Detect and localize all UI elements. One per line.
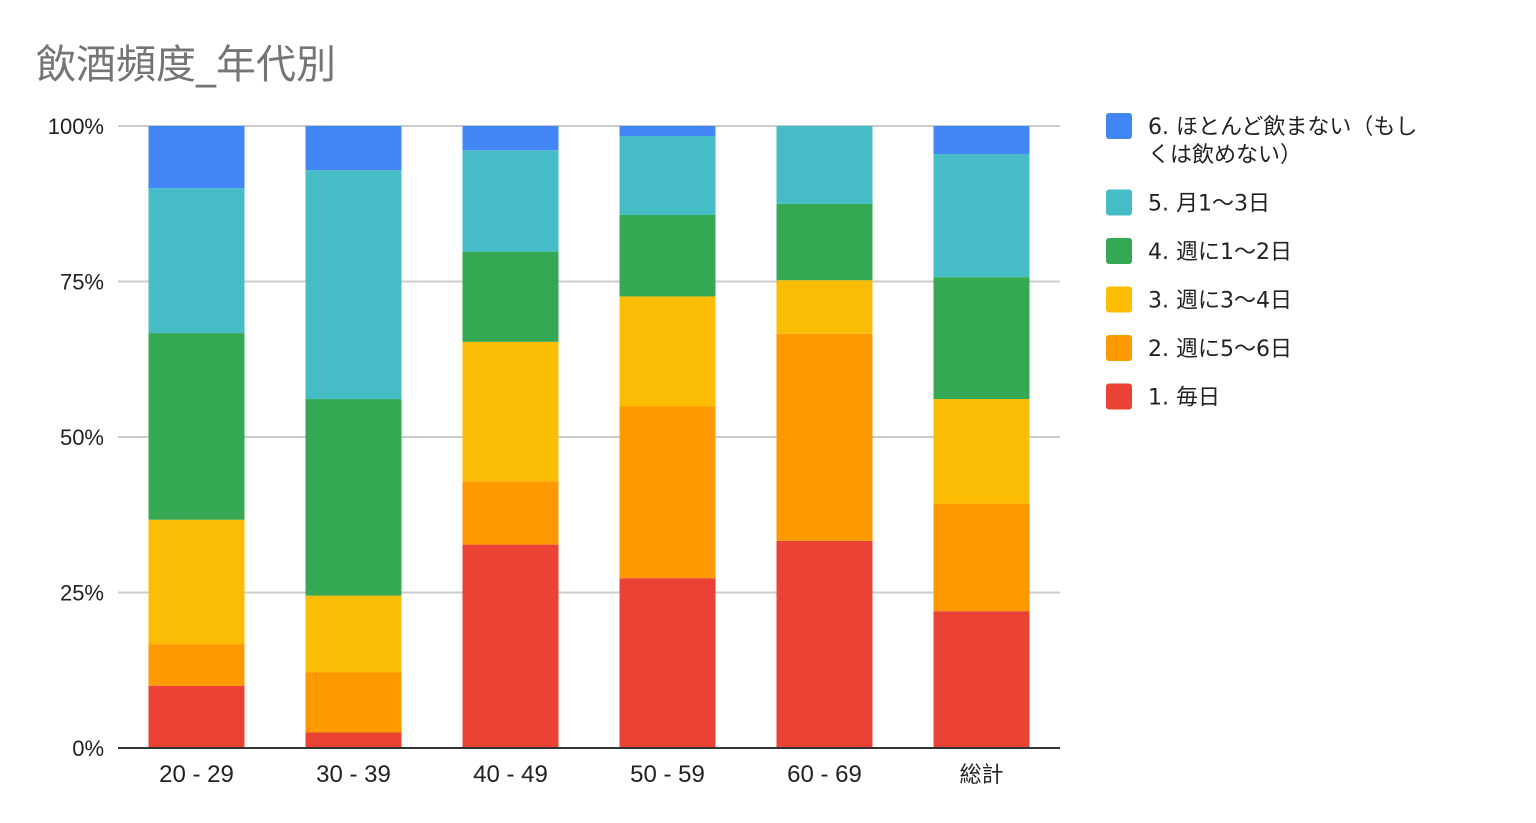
legend-item: 3. 週に3～4日 (1106, 286, 1292, 314)
gridlines (118, 125, 1060, 594)
bar-segment (619, 135, 716, 215)
bar-segment (305, 170, 402, 400)
bar-segment (776, 126, 873, 204)
legend-swatch (1106, 286, 1132, 313)
x-tick-label: 60 - 69 (787, 761, 862, 788)
bar-segment (619, 406, 716, 579)
bar-segment (619, 578, 716, 748)
legend-item: 4. 週に1～2日 (1106, 238, 1292, 265)
x-tick-label: 30 - 39 (316, 761, 391, 788)
bar-segment (776, 280, 873, 334)
bar-segment (305, 399, 402, 596)
bar-segment (462, 126, 559, 151)
y-tick-label: 25% (60, 581, 104, 606)
legend-label: 3. 週に3～4日 (1148, 289, 1292, 314)
bar-segment (776, 333, 873, 541)
x-tick-label: 20 - 29 (159, 761, 234, 788)
y-tick-label: 75% (60, 270, 104, 295)
bar-segment (148, 126, 245, 189)
bar-segment (462, 251, 559, 342)
bar-segment (305, 672, 402, 733)
bar-segment (305, 595, 402, 673)
bar-segment (776, 203, 873, 281)
bar-segment (148, 519, 245, 645)
axes: 0% 25% 50% 75% 100% 20 - 29 30 - 39 40 - 49 50 -… (48, 114, 1060, 788)
legend-item: 6. ほとんど飲まない（もしくは飲めない） (1106, 113, 1417, 168)
legend-item: 5. 月1～3日 (1106, 189, 1270, 217)
bar-segment (933, 399, 1030, 504)
legend-label: 6. ほとんど飲まない（もしくは飲めない） (1148, 115, 1417, 168)
bar-segment (462, 544, 559, 748)
y-tick-label: 0% (72, 736, 104, 761)
legend-label: 5. 月1～3日 (1148, 192, 1270, 217)
legend-swatch (1106, 238, 1132, 264)
x-tick-label: 総計 (959, 763, 1003, 788)
bar-segment (148, 644, 245, 686)
bar-segment (148, 188, 245, 334)
bar-segment (933, 126, 1030, 154)
legend-item: 1. 毎日 (1106, 383, 1220, 411)
legend-swatch (1106, 335, 1132, 361)
bar-segment (462, 341, 559, 482)
bar-segment (619, 126, 716, 136)
y-tick-label: 50% (60, 425, 104, 450)
bar-segment (619, 296, 716, 407)
bar-segment (305, 732, 402, 748)
bars (148, 126, 1030, 748)
x-tick-label: 40 - 49 (473, 761, 548, 788)
legend: 6. ほとんど飲まない（もしくは飲めない） 5. 月1～3日 4. 週に1～2日 3.… (1106, 113, 1417, 411)
bar-segment (933, 277, 1030, 400)
bar-segment (462, 481, 559, 545)
legend-swatch (1106, 383, 1132, 410)
legend-label: 1. 毎日 (1148, 386, 1220, 411)
y-tick-label: 100% (48, 114, 104, 139)
bar-segment (148, 333, 245, 520)
bar-segment (933, 153, 1030, 278)
legend-label: 2. 週に5～6日 (1148, 337, 1292, 362)
legend-label: 4. 週に1～2日 (1148, 240, 1292, 265)
x-tick-label: 50 - 59 (630, 761, 705, 788)
bar-segment (933, 611, 1030, 748)
legend-swatch (1106, 113, 1132, 139)
bar-segment (305, 126, 402, 171)
legend-item: 2. 週に5～6日 (1106, 335, 1292, 362)
bar-segment (148, 685, 245, 748)
bar-segment (462, 150, 559, 252)
legend-swatch (1106, 189, 1132, 216)
bar-segment (933, 503, 1030, 612)
chart-title: 飲酒頻度_年代別 (36, 42, 336, 88)
bar-segment (619, 214, 716, 297)
bar-segment (776, 540, 873, 748)
